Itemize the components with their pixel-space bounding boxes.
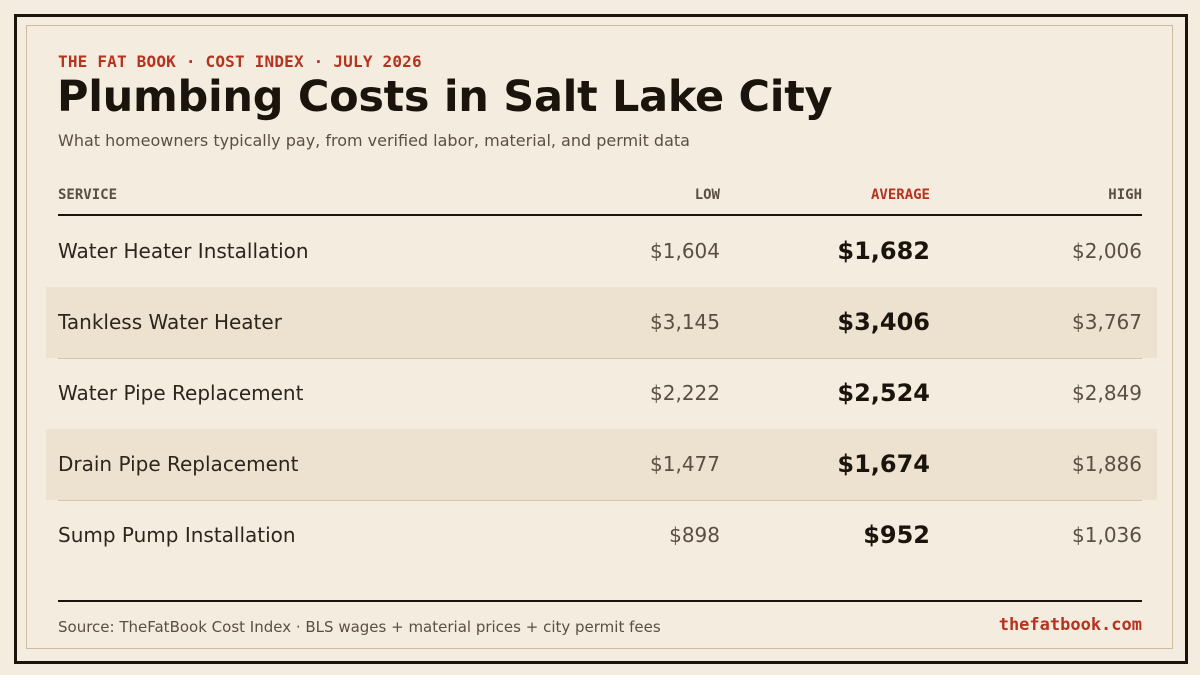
average-cost: $952: [863, 521, 930, 549]
column-header-high: HIGH: [1108, 187, 1142, 203]
high-cost: $2,849: [1072, 381, 1142, 405]
low-cost: $898: [669, 523, 720, 547]
high-cost: $2,006: [1072, 239, 1142, 263]
page-title: Plumbing Costs in Salt Lake City: [57, 72, 833, 122]
row-divider: [58, 500, 1142, 501]
service-name: Water Pipe Replacement: [58, 381, 304, 405]
low-cost: $1,477: [650, 452, 720, 476]
service-name: Water Heater Installation: [58, 239, 309, 263]
table-row: Sump Pump Installation $898 $952 $1,036: [46, 500, 1157, 571]
header-rule: [58, 214, 1142, 216]
high-cost: $1,036: [1072, 523, 1142, 547]
table-row: Water Heater Installation $1,604 $1,682 …: [46, 216, 1157, 288]
inner-frame: [26, 25, 1173, 649]
service-name: Drain Pipe Replacement: [58, 452, 299, 476]
low-cost: $2,222: [650, 381, 720, 405]
average-cost: $1,674: [837, 450, 930, 478]
service-name: Sump Pump Installation: [58, 523, 296, 547]
low-cost: $3,145: [650, 310, 720, 334]
high-cost: $1,886: [1072, 452, 1142, 476]
table-row: Drain Pipe Replacement $1,477 $1,674 $1,…: [46, 429, 1157, 501]
table-row: Tankless Water Heater $3,145 $3,406 $3,7…: [46, 287, 1157, 359]
column-header-low: LOW: [694, 187, 720, 203]
row-divider: [58, 358, 1142, 359]
low-cost: $1,604: [650, 239, 720, 263]
average-cost: $3,406: [837, 308, 930, 336]
service-name: Tankless Water Heater: [58, 310, 282, 334]
column-header-average: AVERAGE: [870, 187, 930, 203]
site-link[interactable]: thefatbook.com: [998, 615, 1142, 635]
kicker-label: THE FAT BOOK · COST INDEX · JULY 2026: [58, 52, 422, 71]
column-header-service: SERVICE: [58, 187, 118, 203]
table-row: Water Pipe Replacement $2,222 $2,524 $2,…: [46, 358, 1157, 430]
outer-frame: [14, 14, 1188, 664]
source-note: Source: TheFatBook Cost Index · BLS wage…: [58, 618, 661, 636]
average-cost: $1,682: [837, 237, 930, 265]
average-cost: $2,524: [837, 379, 930, 407]
page-subtitle: What homeowners typically pay, from veri…: [58, 131, 690, 150]
footer-rule: [58, 600, 1142, 602]
high-cost: $3,767: [1072, 310, 1142, 334]
